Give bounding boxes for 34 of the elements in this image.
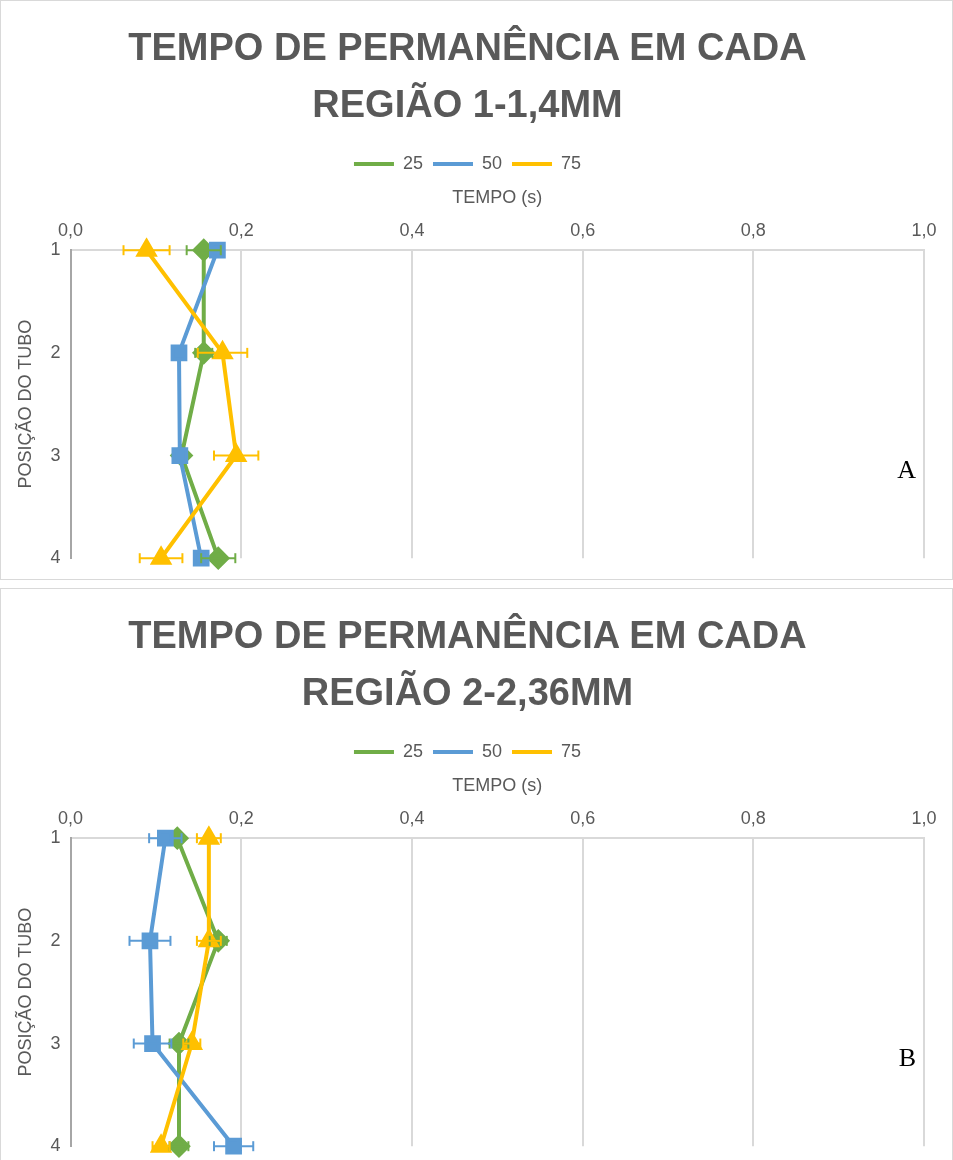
y-axis-title: POSIÇÃO DO TUBO (13, 907, 35, 1077)
legend-label: 75 (561, 740, 582, 761)
x-tick-label: 0,4 (399, 808, 425, 829)
chart-title: TEMPO DE PERMANÊNCIA EM CADA REGIÃO 2-2,36MM (128, 612, 807, 713)
x-axis-title: TEMPO (s) (452, 186, 543, 207)
x-tick-label: 0,0 (58, 808, 84, 829)
legend-label: 25 (402, 152, 423, 173)
x-tick-label: 0,8 (740, 220, 766, 241)
x-axis-title: TEMPO (s) (452, 774, 543, 795)
y-tick-label: 1 (50, 239, 61, 260)
chart-title: TEMPO DE PERMANÊNCIA EM CADA REGIÃO 1-1,4MM (128, 24, 807, 125)
legend-label: 25 (402, 740, 423, 761)
x-tick-label: 0,0 (58, 220, 84, 241)
y-tick-label: 4 (50, 1135, 61, 1156)
y-tick-label: 2 (50, 929, 61, 950)
y-tick-label: 4 (50, 547, 61, 568)
legend-label: 50 (481, 740, 503, 761)
annotation: A (897, 454, 917, 484)
legend-label: 75 (561, 152, 582, 173)
x-tick-label: 1,0 (911, 808, 937, 829)
x-tick-label: 0,4 (399, 220, 425, 241)
y-tick-label: 1 (50, 827, 61, 848)
x-tick-label: 0,8 (740, 808, 766, 829)
x-tick-label: 0,6 (570, 808, 596, 829)
legend-label: 50 (481, 152, 503, 173)
x-tick-label: 0,6 (570, 220, 596, 241)
x-tick-label: 1,0 (911, 220, 937, 241)
y-axis-title: POSIÇÃO DO TUBO (13, 319, 35, 489)
y-tick-label: 3 (50, 1032, 61, 1053)
annotation: B (898, 1042, 916, 1072)
y-tick-label: 3 (50, 444, 61, 465)
y-tick-label: 2 (50, 341, 61, 362)
x-tick-label: 0,2 (228, 220, 254, 241)
x-tick-label: 0,2 (228, 808, 254, 829)
